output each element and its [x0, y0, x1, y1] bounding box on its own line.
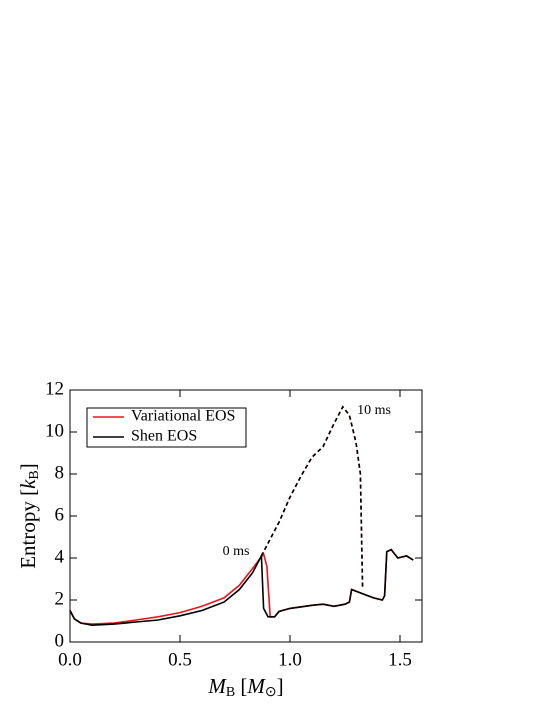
y-tick-label: 8 — [55, 462, 65, 483]
series-line — [69, 548, 414, 627]
y-tick-label: 12 — [45, 378, 64, 399]
legend-box — [86, 407, 247, 448]
y-tick-label: 10 — [45, 420, 64, 441]
y-axis-label: Entropy [kB] — [16, 463, 42, 569]
x-axis-label: MB [M⊙] — [207, 674, 283, 700]
x-tick-label: 0.0 — [58, 649, 82, 670]
x-tick-label: 1.0 — [278, 649, 302, 670]
series-line — [260, 405, 364, 590]
y-tick-label: 4 — [55, 546, 65, 567]
legend-label: Variational EOS — [131, 408, 235, 425]
y-tick-label: 2 — [55, 588, 65, 609]
series-line — [260, 405, 364, 590]
x-tick-label: 0.5 — [168, 649, 192, 670]
y-tick-label: 0 — [55, 630, 65, 651]
legend-label: Shen EOS — [131, 428, 197, 445]
annotation: 10 ms — [357, 403, 391, 418]
x-tick-label: 1.5 — [388, 649, 412, 670]
annotation: 0 ms — [223, 544, 250, 559]
y-tick-label: 6 — [55, 504, 65, 525]
